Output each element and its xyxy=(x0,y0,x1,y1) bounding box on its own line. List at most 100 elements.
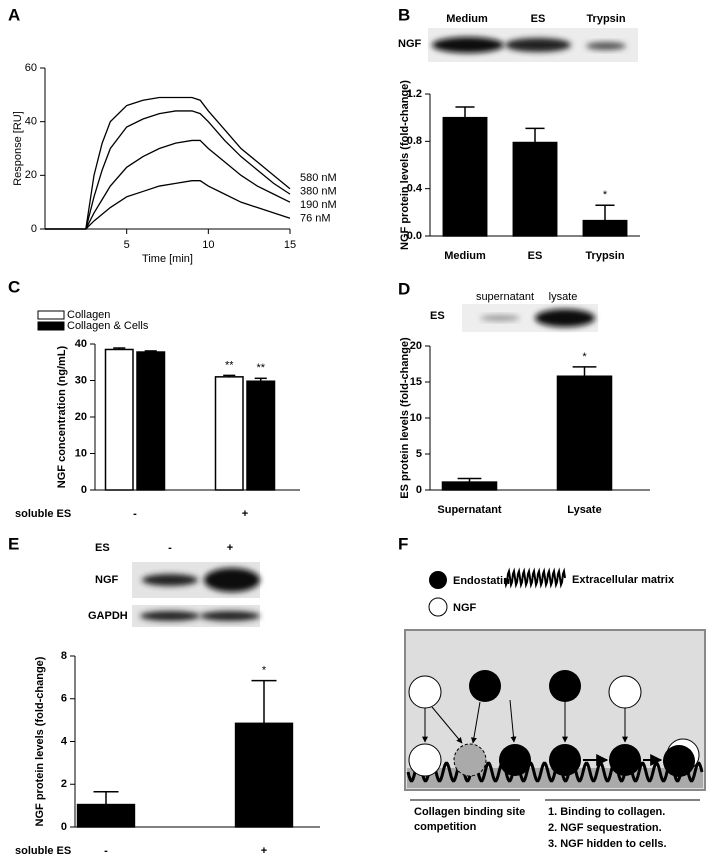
bar xyxy=(136,351,166,491)
y-tick-label: 0.4 xyxy=(407,183,423,195)
y-tick-label: 60 xyxy=(25,62,37,74)
significance-label: ** xyxy=(256,362,265,374)
panel-letter: D xyxy=(398,279,410,298)
western-blot xyxy=(428,28,638,62)
bar xyxy=(246,380,276,491)
y-axis-title: NGF protein levels (fold-change) xyxy=(399,80,411,250)
x-tick-label: Lysate xyxy=(567,504,601,516)
panel-letter: F xyxy=(398,534,408,553)
significance-label: * xyxy=(262,664,267,676)
x-tick-label: 10 xyxy=(202,239,214,251)
bar xyxy=(556,375,613,491)
legend-label: Extracellular matrix xyxy=(572,574,675,586)
series-label: 580 nM xyxy=(300,172,337,184)
x-axis-title: Time [min] xyxy=(142,253,193,265)
series-label: 190 nM xyxy=(300,199,337,211)
series-label: 380 nM xyxy=(300,185,337,197)
y-tick-label: 0 xyxy=(81,484,87,496)
blot-lane-label: ES xyxy=(531,13,546,25)
series-line xyxy=(45,96,291,230)
bar xyxy=(76,803,136,828)
blot-lane-label: + xyxy=(227,542,233,554)
caption: Collagen binding site xyxy=(414,806,525,818)
diagram xyxy=(404,567,706,801)
x-tick-label: ES xyxy=(528,250,543,262)
blot-lane-label: lysate xyxy=(549,291,578,303)
legend-label: Endostatin xyxy=(453,575,510,587)
x-tick-label: + xyxy=(261,845,267,857)
y-tick-label: 15 xyxy=(410,376,422,388)
bar xyxy=(214,376,244,491)
legend-label: Collagen & Cells xyxy=(67,320,149,332)
blot-lane-label: Medium xyxy=(446,13,488,25)
y-tick-label: 20 xyxy=(75,411,87,423)
y-axis-title: ES protein levels (fold-change) xyxy=(399,337,411,499)
y-tick-label: 0.8 xyxy=(407,135,422,147)
x-tick-label: 15 xyxy=(284,239,296,251)
bar xyxy=(582,219,628,237)
bar xyxy=(512,141,558,237)
x-tick-label: - xyxy=(133,508,137,520)
x-tick-label: - xyxy=(104,845,108,857)
y-axis-title: NGF protein levels (fold-change) xyxy=(34,656,46,826)
y-tick-label: 40 xyxy=(25,116,37,128)
y-tick-label: 2 xyxy=(61,778,67,790)
bar xyxy=(104,348,134,491)
caption: 3. NGF hidden to cells. xyxy=(548,838,667,850)
western-blot xyxy=(132,562,260,627)
bar xyxy=(442,116,488,237)
bar xyxy=(441,481,498,491)
caption: 1. Binding to collagen. xyxy=(548,806,665,818)
significance-label: ** xyxy=(225,359,234,371)
y-tick-label: 5 xyxy=(416,448,422,460)
x-axis-title: soluble ES xyxy=(15,508,71,520)
y-tick-label: 10 xyxy=(410,412,422,424)
blot-label: GAPDH xyxy=(88,610,128,622)
blot-label: NGF xyxy=(398,38,422,50)
x-tick-label: + xyxy=(242,508,248,520)
blot-lane-label: Trypsin xyxy=(586,13,625,25)
y-tick-label: 0 xyxy=(416,484,422,496)
y-tick-label: 10 xyxy=(75,447,87,459)
y-tick-label: 40 xyxy=(75,338,87,350)
x-axis-title: soluble ES xyxy=(15,845,71,857)
significance-label: * xyxy=(582,351,587,363)
western-blot xyxy=(462,304,598,332)
bar xyxy=(234,722,294,828)
x-tick-label: 5 xyxy=(124,239,130,251)
y-tick-label: 1.2 xyxy=(407,88,422,100)
y-tick-label: 0 xyxy=(31,223,37,235)
blot-label: ES xyxy=(430,310,445,322)
y-tick-label: 0.0 xyxy=(407,230,422,242)
y-tick-label: 20 xyxy=(410,340,422,352)
x-tick-label: Supernatant xyxy=(437,504,502,516)
blot-lane-label: - xyxy=(168,542,172,554)
panel-letter: A xyxy=(8,5,20,24)
blot-label: ES xyxy=(95,542,110,554)
significance-label: * xyxy=(603,189,608,201)
y-tick-label: 30 xyxy=(75,374,87,386)
y-tick-label: 4 xyxy=(61,735,68,747)
y-axis-title: Response [RU] xyxy=(12,111,24,186)
y-tick-label: 6 xyxy=(61,693,67,705)
y-tick-label: 20 xyxy=(25,169,37,181)
legend-label: NGF xyxy=(453,602,477,614)
series-line xyxy=(45,180,291,230)
y-axis-title: NGF concentration (ng/mL) xyxy=(56,345,68,488)
legend-swatch xyxy=(37,321,65,331)
x-tick-label: Medium xyxy=(444,250,486,262)
blot-lane-label: supernatant xyxy=(476,291,534,303)
panel-letter: E xyxy=(8,534,19,553)
caption: competition xyxy=(414,821,477,833)
legend-label: Collagen xyxy=(67,309,110,321)
blot-label: NGF xyxy=(95,574,119,586)
series-line xyxy=(45,110,291,230)
y-tick-label: 8 xyxy=(61,650,67,662)
panel-letter: C xyxy=(8,277,20,296)
caption: 2. NGF sequestration. xyxy=(548,822,662,834)
y-tick-label: 0 xyxy=(61,821,67,833)
x-tick-label: Trypsin xyxy=(585,250,624,262)
panel-letter: B xyxy=(398,5,410,24)
legend-swatch xyxy=(37,310,65,320)
